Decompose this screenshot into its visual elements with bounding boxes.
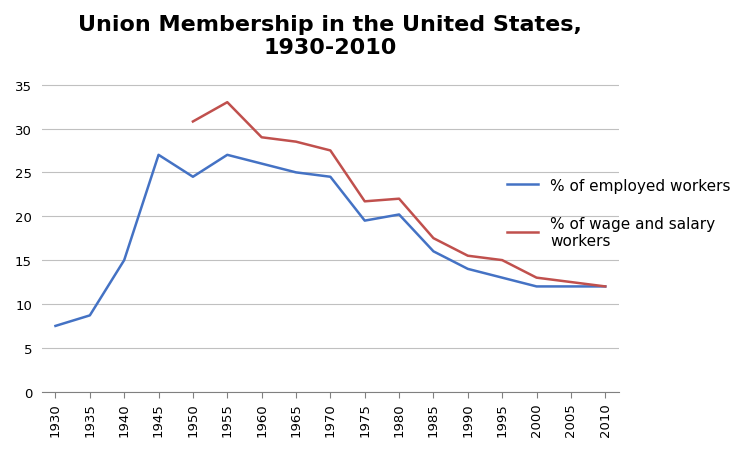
- % of employed workers: [223, 153, 232, 158]
- % of wage and salary
workers: [189, 120, 198, 125]
- % of wage and salary
workers: [257, 135, 266, 141]
- % of employed workers: [360, 218, 369, 224]
- % of wage and salary
workers: [292, 140, 301, 145]
- % of employed workers: [566, 284, 575, 290]
- % of wage and salary
workers: [326, 148, 335, 154]
- % of employed workers: [120, 258, 129, 263]
- % of wage and salary
workers: [498, 258, 507, 263]
- % of wage and salary
workers: [463, 253, 472, 259]
- % of employed workers: [532, 284, 541, 290]
- Legend: % of employed workers, % of wage and salary
workers: % of employed workers, % of wage and sal…: [499, 171, 738, 257]
- % of wage and salary
workers: [601, 284, 610, 290]
- % of employed workers: [326, 175, 335, 180]
- % of employed workers: [51, 323, 60, 329]
- % of wage and salary
workers: [395, 197, 404, 202]
- % of employed workers: [292, 170, 301, 176]
- % of employed workers: [601, 284, 610, 290]
- Line: % of wage and salary
workers: % of wage and salary workers: [193, 103, 605, 287]
- % of employed workers: [498, 275, 507, 281]
- % of wage and salary
workers: [429, 236, 438, 241]
- % of wage and salary
workers: [532, 275, 541, 281]
- % of employed workers: [154, 153, 163, 158]
- % of wage and salary
workers: [223, 100, 232, 106]
- % of employed workers: [257, 161, 266, 167]
- % of employed workers: [85, 313, 94, 318]
- Title: Union Membership in the United States,
1930-2010: Union Membership in the United States, 1…: [78, 15, 582, 58]
- % of wage and salary
workers: [360, 199, 369, 205]
- Line: % of employed workers: % of employed workers: [56, 156, 605, 326]
- % of employed workers: [429, 249, 438, 254]
- % of employed workers: [463, 267, 472, 272]
- % of wage and salary
workers: [566, 280, 575, 285]
- % of employed workers: [395, 212, 404, 218]
- % of employed workers: [189, 175, 198, 180]
